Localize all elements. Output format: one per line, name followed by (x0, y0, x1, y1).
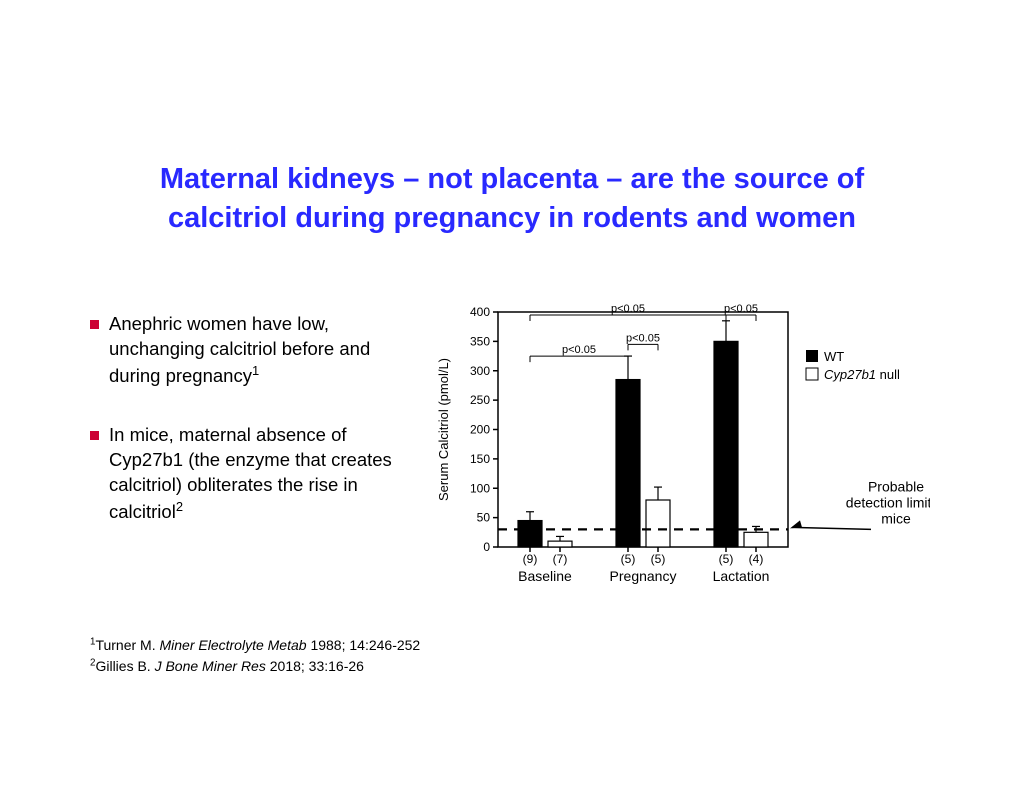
list-item: Anephric women have low, unchanging calc… (90, 312, 400, 389)
ref1-rest: 1988; 14:246-252 (307, 637, 421, 653)
bar-chart-svg: 0 50 100 150 200 250 300 350 400 Serum Calcitriol… (430, 292, 930, 612)
svg-text:400: 400 (470, 305, 490, 319)
svg-text:(7): (7) (553, 552, 568, 566)
svg-text:(9): (9) (523, 552, 538, 566)
svg-text:Probable: Probable (868, 479, 924, 495)
svg-text:p<0.05: p<0.05 (611, 303, 645, 315)
list-item: In mice, maternal absence of Cyp27b1 (th… (90, 423, 400, 525)
svg-text:p<0.05: p<0.05 (562, 344, 596, 356)
svg-text:200: 200 (470, 423, 490, 437)
svg-text:Pregnancy: Pregnancy (610, 568, 677, 584)
svg-text:0: 0 (483, 540, 490, 554)
svg-text:350: 350 (470, 335, 490, 349)
bullet-2-text: In mice, maternal absence of Cyp27b1 (th… (109, 424, 392, 522)
bullet-2-sup: 2 (176, 499, 183, 514)
ref2-rest: 2018; 33:16-26 (266, 658, 364, 674)
svg-text:(5): (5) (621, 552, 636, 566)
svg-text:250: 250 (470, 393, 490, 407)
content-row: Anephric women have low, unchanging calc… (90, 292, 934, 612)
bullet-square-icon (90, 431, 99, 440)
ref2-author: Gillies B. (95, 658, 154, 674)
calcitriol-chart: 0 50 100 150 200 250 300 350 400 Serum Calcitriol… (430, 292, 930, 612)
svg-text:p<0.05: p<0.05 (626, 333, 660, 345)
bullet-list: Anephric women have low, unchanging calc… (90, 292, 400, 612)
svg-text:Lactation: Lactation (713, 568, 770, 584)
svg-text:(5): (5) (651, 552, 666, 566)
ref2-journal: J Bone Miner Res (155, 658, 266, 674)
reference-1: 1Turner M. Miner Electrolyte Metab 1988;… (90, 635, 420, 655)
svg-text:150: 150 (470, 452, 490, 466)
svg-text:(5): (5) (719, 552, 734, 566)
slide-title: Maternal kidneys – not placenta – are th… (90, 160, 934, 238)
svg-text:50: 50 (477, 511, 491, 525)
bullet-text: In mice, maternal absence of Cyp27b1 (th… (109, 423, 400, 525)
svg-text:mice: mice (881, 511, 911, 527)
ref1-author: Turner M. (95, 637, 159, 653)
bullet-square-icon (90, 320, 99, 329)
svg-text:100: 100 (470, 482, 490, 496)
ref1-journal: Miner Electrolyte Metab (160, 637, 307, 653)
bullet-1-text: Anephric women have low, unchanging calc… (109, 313, 370, 386)
title-line-2: calcitriol during pregnancy in rodents a… (168, 202, 856, 234)
svg-text:WT: WT (824, 349, 844, 364)
svg-text:Baseline: Baseline (518, 568, 572, 584)
bullet-1-sup: 1 (252, 363, 259, 378)
svg-text:300: 300 (470, 364, 490, 378)
svg-text:Serum Calcitriol (pmol/L): Serum Calcitriol (pmol/L) (436, 358, 451, 501)
title-line-1: Maternal kidneys – not placenta – are th… (160, 163, 864, 195)
reference-2: 2Gillies B. J Bone Miner Res 2018; 33:16… (90, 656, 420, 676)
svg-text:Cyp27b1 null: Cyp27b1 null (824, 367, 900, 382)
bullet-text: Anephric women have low, unchanging calc… (109, 312, 400, 389)
svg-text:detection limit in: detection limit in (846, 495, 930, 511)
svg-text:(4): (4) (749, 552, 764, 566)
references: 1Turner M. Miner Electrolyte Metab 1988;… (90, 635, 420, 676)
svg-text:p<0.05: p<0.05 (724, 303, 758, 315)
